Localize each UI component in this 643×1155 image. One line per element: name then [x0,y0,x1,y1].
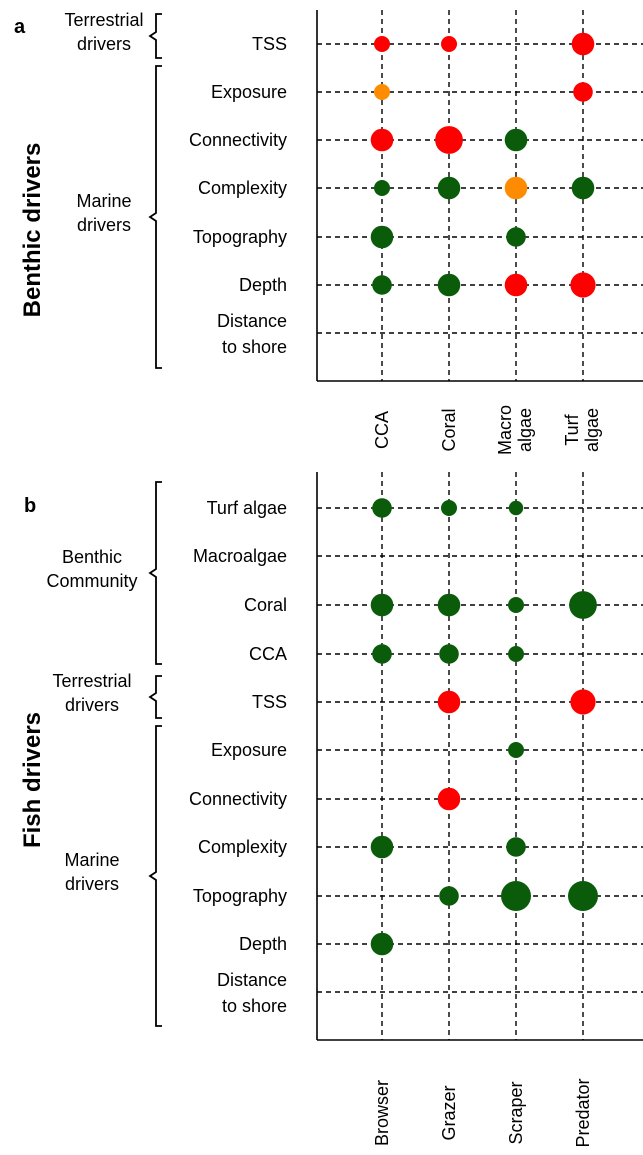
panel-a-plot-area: TSS Exposure Connectivity Complexity Topogra… [64,10,643,455]
point-coral-depth [437,273,461,297]
row-label-complexity: Complexity [198,837,287,857]
col-label-cca: CCA [372,411,392,449]
point-grazer-coral [437,593,461,617]
row-label-macroalgae: Macroalgae [193,546,287,566]
row-label-tss: TSS [252,34,287,54]
row-label-depth: Depth [239,275,287,295]
point-turf-algae-depth [570,272,596,298]
point-cca-complexity [374,180,390,196]
col-label-turf-algae: Turfalgae [562,408,602,452]
panel-a: a Benthic drivers TSS Exposure Connectivit… [14,10,643,455]
point-cca-connectivity [370,128,394,152]
point-macro-algae-depth [504,273,528,297]
panel-b-side-title: Fish drivers [19,712,46,848]
point-browser-coral [370,593,394,617]
col-label-coral: Coral [439,408,459,451]
point-scraper-complexity [506,837,526,857]
row-label-connectivity: Connectivity [189,789,287,809]
point-scraper-turf-algae [508,500,524,516]
point-grazer-cca [439,644,459,664]
point-grazer-turf-algae [441,500,457,516]
group-brace-benthic-community [148,481,162,665]
point-predator-tss [570,689,596,715]
row-label-turf-algae: Turf algae [207,498,287,518]
point-scraper-topography [501,881,531,911]
point-coral-connectivity [435,126,463,154]
row-label-topography: Topography [193,886,287,906]
group-label-terrestrial-drivers: Terrestrial drivers [52,671,131,715]
point-cca-topography [370,225,394,249]
point-cca-depth [372,275,392,295]
point-grazer-tss [437,690,461,714]
point-browser-depth [370,932,394,956]
col-label-predator: Predator [573,1078,593,1147]
row-label-coral: Coral [244,595,287,615]
panel-a-side-title: Benthic drivers [19,143,46,318]
col-label-scraper: Scraper [506,1081,526,1144]
group-brace-marine-drivers [148,65,162,369]
point-coral-complexity [437,176,461,200]
point-cca-tss [374,36,390,52]
row-label-exposure: Exposure [211,740,287,760]
point-predator-topography [568,881,598,911]
panel-b: b Fish drivers Turf algae Macroalgae Coral… [19,472,643,1148]
point-turf-algae-tss [571,32,595,56]
point-predator-coral [569,591,597,619]
group-label-marine-drivers: Marine drivers [64,850,119,894]
panel-b-letter: b [24,495,36,517]
group-label-marine-drivers: Marine drivers [76,191,131,235]
point-macro-algae-topography [506,227,526,247]
row-label-exposure: Exposure [211,82,287,102]
row-label-complexity: Complexity [198,178,287,198]
point-macro-algae-connectivity [504,128,528,152]
col-label-browser: Browser [372,1080,392,1146]
point-browser-complexity [370,835,394,859]
row-label-topography: Topography [193,227,287,247]
point-turf-algae-exposure [573,82,593,102]
row-label-distance-to-shore: Distance to shore [217,311,287,357]
point-browser-turf-algae [372,498,392,518]
point-browser-cca [372,644,392,664]
col-label-macro-algae: Macroalgae [495,405,535,455]
group-brace-marine-drivers [148,725,162,1027]
point-cca-exposure [374,84,390,100]
panel-b-plot-area: Turf algae Macroalgae Coral CCA TSS Exposure C… [46,472,643,1148]
point-scraper-exposure [508,742,524,758]
col-label-grazer: Grazer [439,1085,459,1140]
row-label-distance-to-shore: Distance to shore [217,970,287,1016]
row-label-tss: TSS [252,692,287,712]
group-label-terrestrial-drivers: Terrestrial drivers [64,10,143,54]
point-macro-algae-complexity [504,176,528,200]
panel-a-letter: a [14,16,26,38]
point-grazer-topography [439,886,459,906]
point-coral-tss [441,36,457,52]
row-label-connectivity: Connectivity [189,130,287,150]
group-brace-terrestrial-drivers [148,13,162,59]
row-label-depth: Depth [239,934,287,954]
point-turf-algae-complexity [571,176,595,200]
point-scraper-cca [508,646,524,662]
group-label-benthic-community: Benthic Community [46,547,137,591]
point-scraper-coral [508,597,524,613]
row-label-cca: CCA [249,644,287,664]
group-brace-terrestrial-drivers [148,675,162,719]
point-grazer-connectivity [437,787,461,811]
